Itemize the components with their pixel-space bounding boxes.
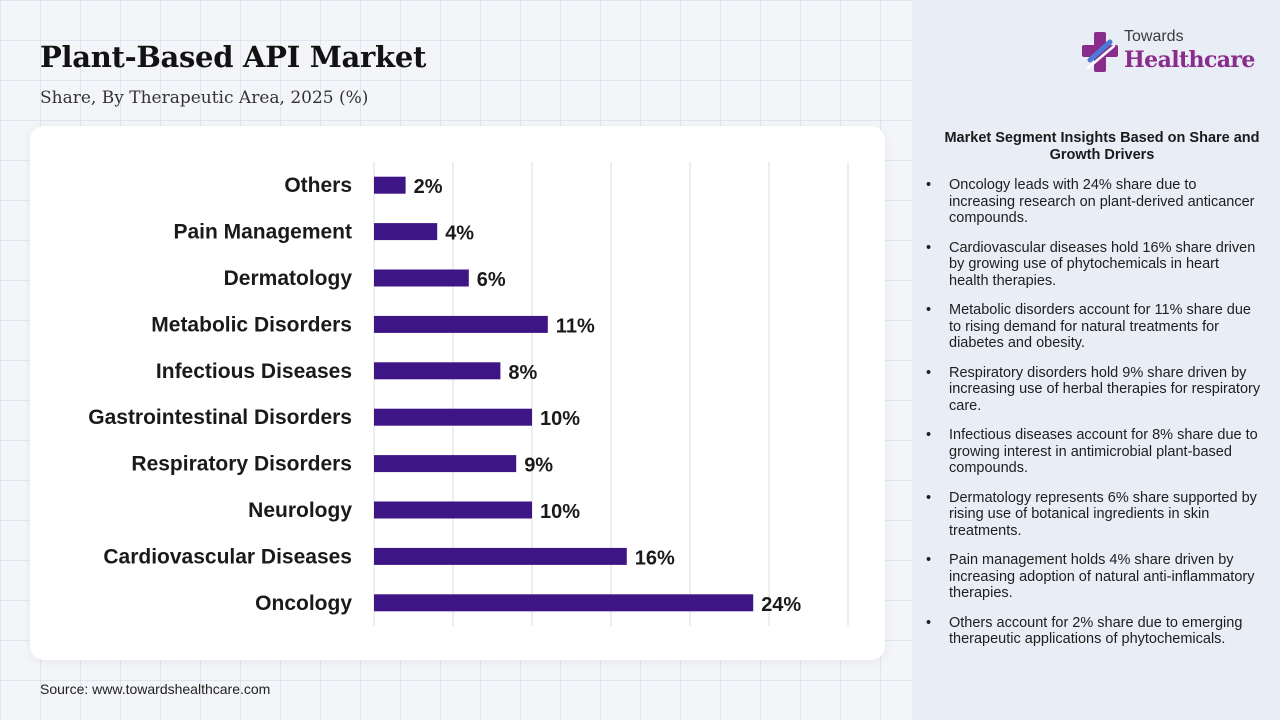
bullet-icon: • — [926, 177, 932, 193]
insights-title: Market Segment Insights Based on Share a… — [944, 130, 1260, 163]
bar — [374, 269, 469, 287]
list-item: • Dermatology represents 6% share support… — [922, 490, 1262, 540]
page-subtitle: Share, By Therapeutic Area, 2025 (%) — [40, 88, 369, 108]
bullet-icon: • — [926, 552, 932, 568]
brand-logo: Towards Healthcare — [1080, 28, 1260, 80]
list-item: • Respiratory disorders hold 9% share dri… — [922, 365, 1262, 415]
bar — [374, 547, 627, 565]
insight-text: Dermatology represents 6% share supporte… — [949, 489, 1257, 539]
insight-text: Oncology leads with 24% share due to inc… — [949, 177, 1255, 226]
bar — [374, 501, 532, 519]
category-label: Neurology — [248, 499, 352, 522]
value-label: 10% — [540, 501, 580, 523]
page-title: Plant-Based API Market — [40, 40, 427, 74]
source-note: Source: www.towardshealthcare.com — [40, 681, 271, 697]
chart-card: Others 2% Pain Management 4% Dermatology 6% Me… — [30, 126, 885, 660]
list-item: • Others account for 2% share due to emer… — [922, 615, 1262, 648]
value-label: 16% — [635, 547, 675, 569]
value-label: 11% — [556, 315, 595, 337]
category-label: Oncology — [255, 592, 352, 615]
bullet-icon: • — [926, 427, 932, 443]
insight-text: Others account for 2% share due to emerg… — [949, 614, 1243, 648]
bar — [374, 176, 406, 194]
list-item: • Cardiovascular diseases hold 16% share … — [922, 240, 1262, 290]
value-label: 2% — [414, 176, 443, 198]
category-label: Pain Management — [173, 221, 352, 244]
list-item: • Oncology leads with 24% share due to in… — [922, 177, 1262, 227]
brand-name-main: Healthcare — [1124, 47, 1255, 73]
bar — [374, 408, 532, 426]
value-label: 10% — [540, 408, 580, 430]
category-label: Gastrointestinal Disorders — [88, 406, 352, 429]
bullet-icon: • — [926, 239, 932, 256]
list-item: • Metabolic disorders account for 11% sha… — [922, 302, 1262, 352]
category-label: Dermatology — [224, 267, 353, 290]
cross-logo-icon — [1082, 32, 1118, 72]
bar — [374, 594, 754, 612]
value-label: 9% — [524, 455, 553, 477]
category-label: Others — [284, 174, 352, 197]
bar — [374, 455, 517, 473]
bar — [374, 362, 501, 380]
insights-panel: Market Segment Insights Based on Share a… — [912, 0, 1280, 720]
insight-text: Respiratory disorders hold 9% share driv… — [949, 364, 1261, 414]
insights-list: • Oncology leads with 24% share due to in… — [922, 177, 1262, 661]
bullet-icon: • — [926, 614, 932, 631]
category-label: Metabolic Disorders — [151, 313, 352, 336]
bar — [374, 223, 438, 241]
list-item: • Infectious diseases account for 8% shar… — [922, 427, 1262, 477]
brand-name-top: Towards — [1124, 28, 1184, 45]
insight-text: Metabolic disorders account for 11% shar… — [949, 302, 1251, 351]
bar — [374, 315, 548, 333]
value-label: 8% — [508, 362, 537, 384]
insight-text: Pain management holds 4% share driven by… — [949, 552, 1255, 601]
bullet-icon: • — [926, 302, 932, 318]
list-item: • Pain management holds 4% share driven b… — [922, 552, 1262, 602]
category-label: Cardiovascular Diseases — [103, 545, 352, 568]
value-label: 4% — [445, 223, 474, 245]
insight-text: Cardiovascular diseases hold 16% share d… — [949, 239, 1256, 289]
value-label: 24% — [761, 594, 801, 616]
bullet-icon: • — [926, 489, 932, 506]
category-label: Respiratory Disorders — [131, 453, 352, 476]
insight-text: Infectious diseases account for 8% share… — [949, 427, 1258, 476]
category-label: Infectious Diseases — [156, 360, 352, 383]
bar-chart: Others 2% Pain Management 4% Dermatology 6% Me… — [88, 162, 849, 626]
bullet-icon: • — [926, 364, 932, 381]
value-label: 6% — [477, 269, 506, 291]
